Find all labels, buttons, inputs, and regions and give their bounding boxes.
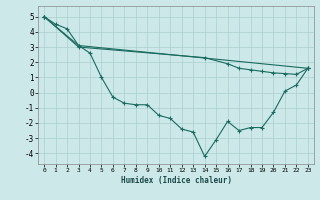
X-axis label: Humidex (Indice chaleur): Humidex (Indice chaleur) — [121, 176, 231, 185]
